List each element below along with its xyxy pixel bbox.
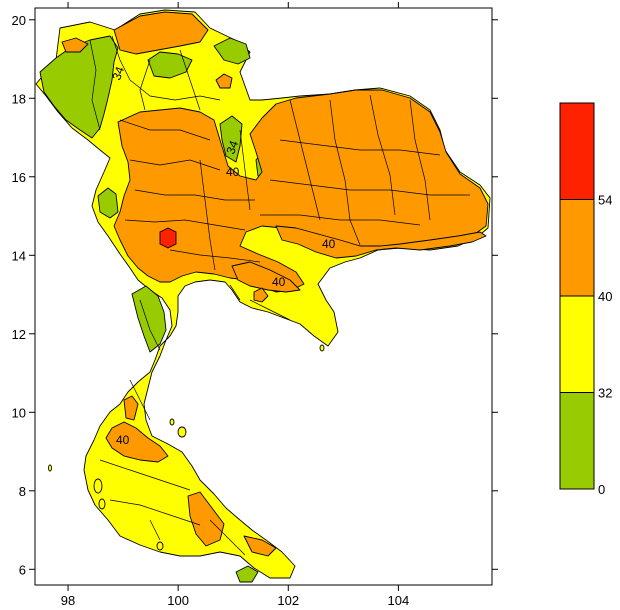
y-tick-label: 10 — [12, 405, 26, 420]
orange-zone-north-spot — [215, 73, 233, 89]
contour-label: 40 — [322, 237, 336, 251]
orange-zone-north — [113, 11, 209, 55]
legend-swatch — [559, 392, 595, 490]
color-legend: 0 32 40 54 — [559, 102, 612, 497]
x-axis: 98 100 102 104 — [61, 2, 409, 608]
y-tick-label: 20 — [12, 13, 26, 28]
contour-label: 40 — [272, 275, 286, 289]
y-tick-label: 8 — [19, 484, 26, 499]
plot-frame — [34, 7, 493, 586]
legend-swatch — [559, 199, 595, 297]
legend-swatch — [559, 102, 595, 200]
map-area — [35, 9, 491, 583]
legend-break-label: 40 — [598, 289, 612, 304]
green-patch-west — [97, 187, 119, 219]
contour-label: 34 — [109, 64, 127, 82]
orange-zone-peninsula-north — [123, 395, 139, 421]
orange-zone-north-small — [61, 37, 89, 53]
contour-labels: 34 34 40 40 40 40 — [109, 64, 335, 447]
y-tick-label: 16 — [12, 170, 26, 185]
province-boundaries — [89, 35, 470, 556]
x-tick-label: 98 — [61, 593, 75, 608]
green-patch-central-north — [219, 115, 243, 163]
x-tick-label: 102 — [277, 593, 299, 608]
orange-zone-isan-south — [275, 225, 487, 259]
y-tick-label: 14 — [12, 248, 26, 263]
contour-label: 40 — [226, 165, 240, 179]
legend-swatch — [559, 295, 595, 393]
green-patch-far-south — [235, 565, 259, 583]
orange-zone-east — [231, 261, 301, 293]
legend-break-label: 54 — [598, 193, 612, 208]
orange-zone-peninsula-mid — [105, 421, 169, 463]
red-hotspot-central — [159, 227, 177, 249]
contour-label: 40 — [116, 433, 130, 447]
islands — [48, 344, 325, 551]
legend-break-label: 0 — [598, 482, 605, 497]
legend-break-label: 32 — [598, 386, 612, 401]
x-tick-label: 104 — [388, 593, 410, 608]
green-patch-north — [147, 51, 193, 79]
contour-label: 34 — [223, 138, 241, 156]
y-axis: 6 8 10 12 14 16 18 20 — [12, 13, 498, 577]
y-tick-label: 6 — [19, 562, 26, 577]
y-tick-label: 18 — [12, 91, 26, 106]
orange-zone-east-spot — [253, 287, 269, 303]
y-tick-label: 12 — [12, 327, 26, 342]
green-patch-northeast-corner — [213, 37, 251, 65]
x-tick-label: 100 — [167, 593, 189, 608]
orange-zone-far-south — [243, 535, 277, 557]
